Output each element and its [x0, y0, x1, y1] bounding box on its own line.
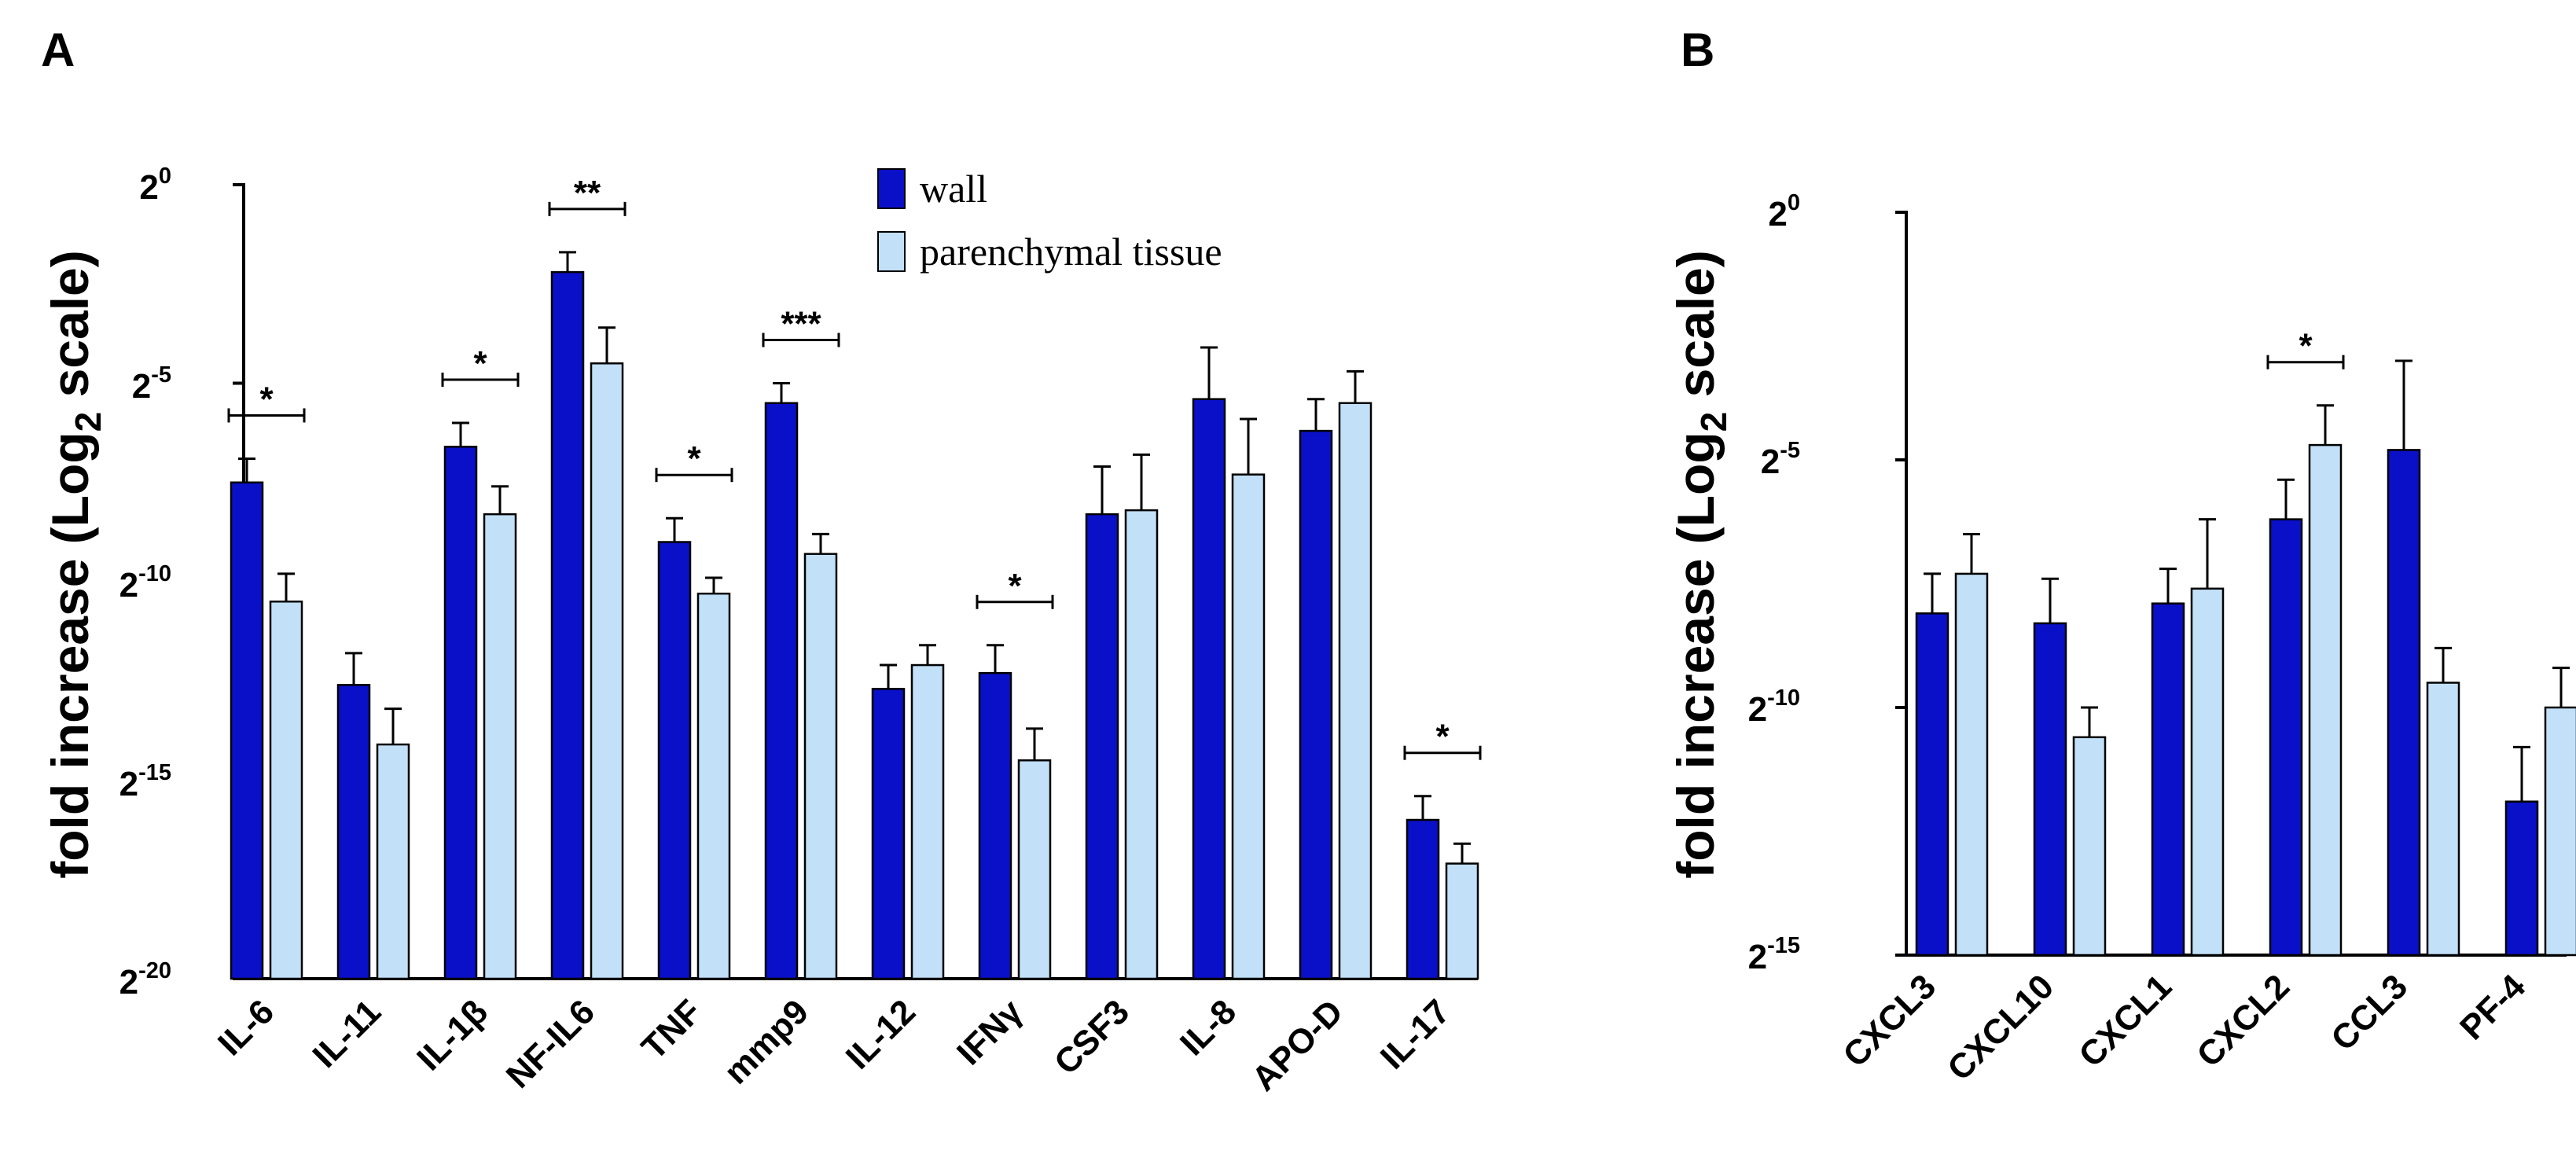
panel-a-bar-parenchymal-8: [1124, 509, 1159, 980]
panel-a-ytick-0-exp: 0: [159, 164, 171, 189]
panel-a-sig-label-2: **: [574, 174, 601, 212]
panel-b-y-ticks: 20 2-5 2-10 2-15: [1748, 190, 1800, 976]
legend-label-wall: wall: [920, 167, 987, 211]
panel-b-ytick-2-exp: -10: [1767, 685, 1800, 711]
panel-a-bar-wall-4: [657, 541, 692, 980]
panel-a-ytick-0: 20: [139, 164, 171, 207]
panel-a-sig-label-1: *: [473, 344, 487, 383]
panel-b-bar-wall-4: [2387, 449, 2421, 957]
panel-b-ytick-0: 20: [1768, 190, 1800, 233]
panel-b-bar-parenchymal-1: [2072, 736, 2107, 957]
panel-a-bar-parenchymal-10: [1338, 402, 1373, 980]
panel-b-ytick-0-base: 2: [1768, 195, 1787, 233]
panel-a-y-axis-title-sub: 2: [68, 412, 108, 432]
panel-a-ytick-1-exp: -5: [151, 362, 171, 388]
panel-a-ytick-2-exp: -10: [138, 561, 171, 586]
panel-a-bar-wall-11: [1406, 818, 1440, 980]
panel-a-bar-parenchymal-1: [376, 743, 410, 980]
panel-a-sig-label-4: ***: [781, 305, 821, 344]
panel-b-ytick-3: 2-15: [1748, 933, 1800, 976]
panel-a-bar-wall-8: [1085, 513, 1119, 980]
panel-a-sig-label-6: *: [1435, 718, 1450, 756]
panel-a-y-axis-title-tail: scale): [41, 250, 99, 411]
panel-b-ytick-0-exp: 0: [1788, 190, 1800, 215]
panel-a-bar-wall-3: [550, 270, 585, 980]
panel-b-bar-wall-3: [2269, 518, 2303, 957]
panel-a-bar-parenchymal-7: [1017, 759, 1052, 980]
legend-swatch-parenchymal: [877, 231, 906, 272]
panel-b-letter: B: [1681, 24, 1714, 76]
panel-a-y-axis-title-main: fold increase (Log: [41, 432, 99, 878]
panel-a-sig-label-3: *: [687, 439, 701, 478]
panel-a-legend: wall parenchymal tissue: [877, 167, 1222, 274]
panel-a-ytick-3-exp: -15: [138, 760, 171, 785]
panel-a-bar-wall-1: [336, 684, 371, 980]
panel-a-bar-parenchymal-5: [803, 553, 838, 980]
panel-a-bar-wall-0: [230, 481, 264, 980]
panel-a-y-axis-title: fold increase (Log2 scale): [41, 250, 108, 879]
panel-a-bar-wall-10: [1299, 429, 1333, 980]
panel-b-bar-wall-5: [2504, 800, 2539, 957]
panel-a-ytick-0-base: 2: [139, 168, 158, 207]
panel-a-ytick-3-base: 2: [119, 765, 138, 803]
panel-b-y-axis-title-tail: scale): [1666, 250, 1725, 411]
panel-b-plot: *: [1895, 211, 2576, 957]
panel-a-plot: **********: [227, 174, 1482, 980]
panel-b-y-axis-title-main: fold increase (Log: [1666, 432, 1725, 878]
panel-b-ytick-3-exp: -15: [1767, 933, 1800, 958]
panel-b-ytick-1-exp: -5: [1780, 438, 1800, 463]
panel-a-letter: A: [41, 24, 75, 76]
panel-a-bar-wall-9: [1192, 398, 1226, 980]
panel-b-ytick-2: 2-10: [1748, 685, 1800, 729]
panel-a-ytick-4-base: 2: [119, 963, 138, 1001]
panel-a-ytick-1: 2-5: [132, 362, 171, 406]
panel-b-bar-parenchymal-5: [2544, 706, 2576, 957]
panel-a-bar-parenchymal-9: [1231, 473, 1266, 980]
panel-b-bar-parenchymal-3: [2308, 443, 2343, 957]
panel-a-sig-label-0: *: [259, 380, 274, 418]
panel-a-ytick-4: 2-20: [119, 958, 171, 1001]
panel-b-bar-parenchymal-2: [2190, 587, 2225, 957]
panel-a-ytick-1-base: 2: [132, 367, 151, 406]
panel-a-bar-parenchymal-6: [910, 663, 945, 980]
panel-a-bar-wall-2: [443, 446, 478, 980]
panel-a-bar-wall-5: [764, 402, 799, 980]
panel-b-ytick-1-base: 2: [1761, 443, 1780, 481]
panel-b-bar-wall-1: [2033, 622, 2067, 957]
panel-a-bar-parenchymal-11: [1445, 862, 1479, 980]
panel-a-sig-label-5: *: [1008, 567, 1022, 605]
panel-b-ytick-2-base: 2: [1748, 690, 1767, 729]
panel-a-bar-parenchymal-0: [269, 601, 303, 980]
panel-b-bar-parenchymal-4: [2426, 682, 2460, 957]
panel-b-y-axis-title: fold increase (Log2 scale): [1666, 250, 1734, 879]
panel-a-y-ticks: 20 2-5 2-10 2-15 2-20: [119, 164, 171, 1001]
panel-a-bar-parenchymal-4: [696, 592, 731, 980]
panel-a-ytick-2: 2-10: [119, 561, 171, 605]
panel-b-ytick-3-base: 2: [1748, 938, 1767, 976]
panel-b-ytick-1: 2-5: [1761, 438, 1800, 481]
panel-a-bar-parenchymal-3: [590, 362, 624, 980]
panel-b-bar-parenchymal-0: [1954, 572, 1989, 957]
panel-a-ytick-2-base: 2: [119, 566, 138, 605]
panel-a-bar-parenchymal-2: [483, 513, 517, 980]
panel-a-ytick-3: 2-15: [119, 760, 171, 803]
legend-label-parenchymal: parenchymal tissue: [920, 230, 1222, 274]
panel-a-bar-wall-7: [978, 671, 1012, 980]
panel-b-y-axis-title-sub: 2: [1693, 412, 1734, 432]
panel-b-sig-label-0: *: [2299, 327, 2313, 366]
panel-b-bar-wall-0: [1915, 612, 1949, 957]
panel-a-bar-wall-6: [871, 688, 906, 980]
panel-a-ytick-4-exp: -20: [138, 958, 171, 983]
legend-swatch-wall: [877, 168, 906, 209]
panel-b-bar-wall-2: [2151, 602, 2185, 957]
